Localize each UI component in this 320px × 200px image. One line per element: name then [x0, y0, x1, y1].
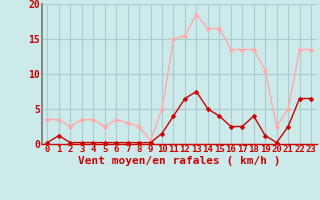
X-axis label: Vent moyen/en rafales ( km/h ): Vent moyen/en rafales ( km/h ): [78, 156, 280, 166]
